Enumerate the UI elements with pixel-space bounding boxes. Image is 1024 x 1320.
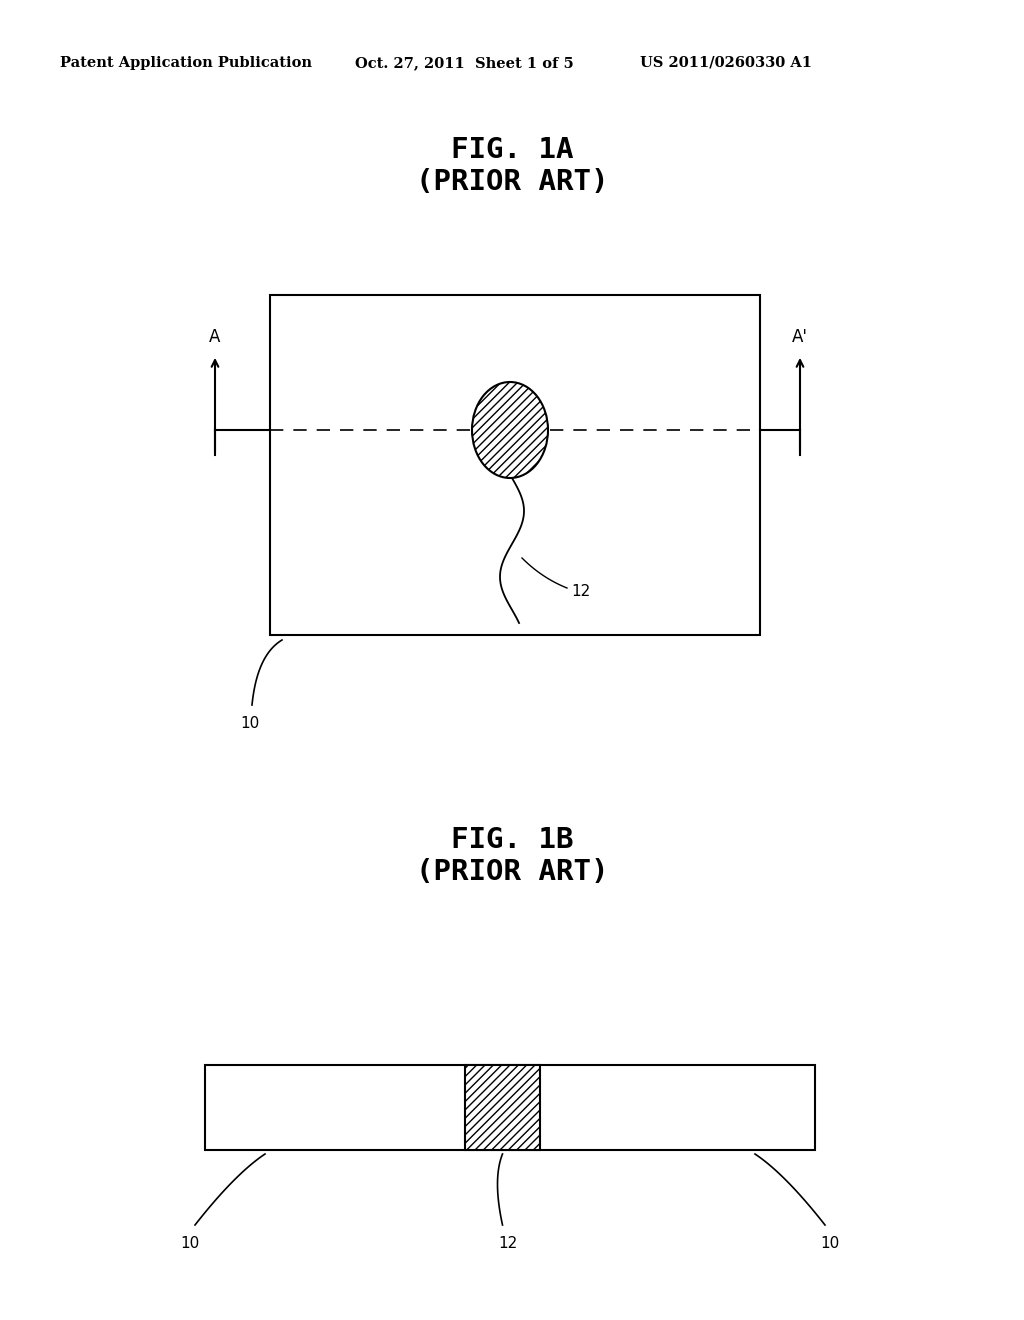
Text: Patent Application Publication: Patent Application Publication	[60, 55, 312, 70]
Text: A': A'	[792, 327, 808, 346]
Text: A: A	[209, 327, 221, 346]
Bar	[205, 1065, 815, 1150]
Text: 12: 12	[571, 585, 591, 599]
Ellipse shape	[472, 381, 548, 478]
Text: 12: 12	[498, 1236, 517, 1250]
Text: FIG. 1A: FIG. 1A	[451, 136, 573, 164]
Bar	[465, 1065, 540, 1150]
Text: 10: 10	[241, 715, 260, 730]
Text: Oct. 27, 2011  Sheet 1 of 5: Oct. 27, 2011 Sheet 1 of 5	[355, 55, 573, 70]
Text: US 2011/0260330 A1: US 2011/0260330 A1	[640, 55, 812, 70]
Text: FIG. 1B: FIG. 1B	[451, 826, 573, 854]
Bar	[270, 294, 760, 635]
Text: 10: 10	[820, 1236, 840, 1250]
Text: (PRIOR ART): (PRIOR ART)	[416, 168, 608, 195]
Text: 10: 10	[180, 1236, 200, 1250]
Text: (PRIOR ART): (PRIOR ART)	[416, 858, 608, 886]
